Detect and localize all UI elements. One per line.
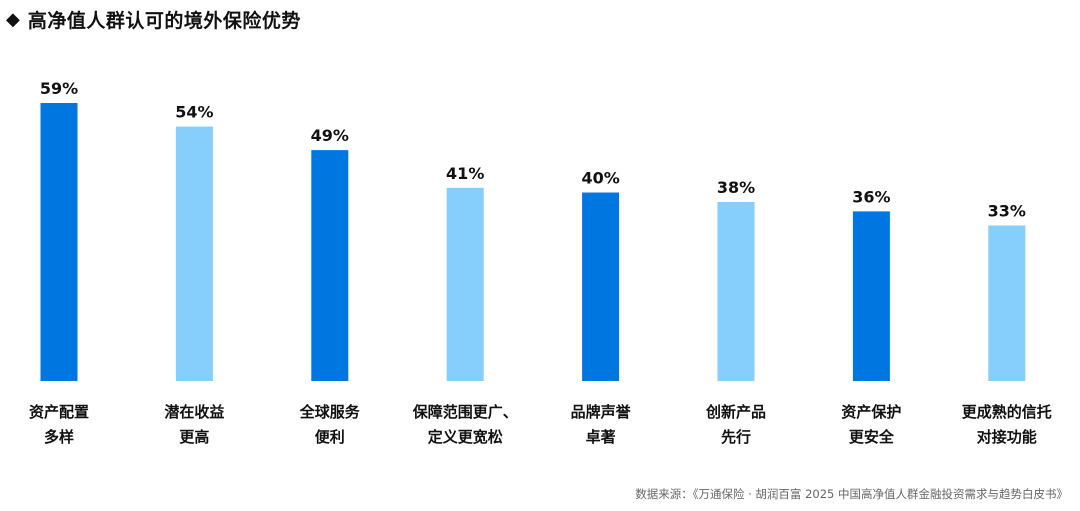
category-label: 更高 <box>179 428 209 446</box>
data-label: 49% <box>311 126 349 145</box>
bar <box>175 126 213 381</box>
bar <box>717 201 755 381</box>
category-label: 保障范围更广、 <box>412 403 518 421</box>
bar <box>582 192 620 381</box>
bar <box>988 225 1026 381</box>
category-label: 先行 <box>721 428 751 446</box>
category-label: 多样 <box>44 428 74 446</box>
data-label: 38% <box>717 178 755 197</box>
category-label: 创新产品 <box>705 403 766 421</box>
diamond-bullet-icon: ◆ <box>6 8 20 30</box>
source-note: 数据来源：《万通保险 · 胡润百富 2025 中国高净值人群金融投资需求与趋势白… <box>635 487 1068 501</box>
category-label: 卓著 <box>586 428 616 446</box>
category-label: 品牌声誉 <box>571 403 632 421</box>
data-label: 41% <box>446 164 484 183</box>
category-label: 便利 <box>315 428 345 446</box>
data-label: 33% <box>988 202 1026 221</box>
data-label: 54% <box>175 103 213 122</box>
category-label: 全球服务 <box>299 403 361 421</box>
category-label: 资产配置 <box>29 403 89 421</box>
bar <box>446 187 484 381</box>
data-label: 59% <box>40 79 78 98</box>
chart-header: ◆ 高净值人群认可的境外保险优势 <box>6 6 301 33</box>
category-label: 对接功能 <box>977 428 1037 446</box>
category-label: 定义更宽松 <box>428 428 503 446</box>
category-label: 潜在收益 <box>164 403 224 421</box>
data-label: 36% <box>852 187 890 206</box>
chart-title: 高净值人群认可的境外保险优势 <box>27 10 301 32</box>
category-label: 更成熟的信托 <box>962 403 1052 421</box>
bar <box>40 103 78 381</box>
bar <box>311 150 349 381</box>
bar <box>852 211 890 381</box>
category-label: 资产保护 <box>841 403 901 421</box>
category-label: 更安全 <box>849 428 895 446</box>
data-label: 40% <box>581 169 619 188</box>
